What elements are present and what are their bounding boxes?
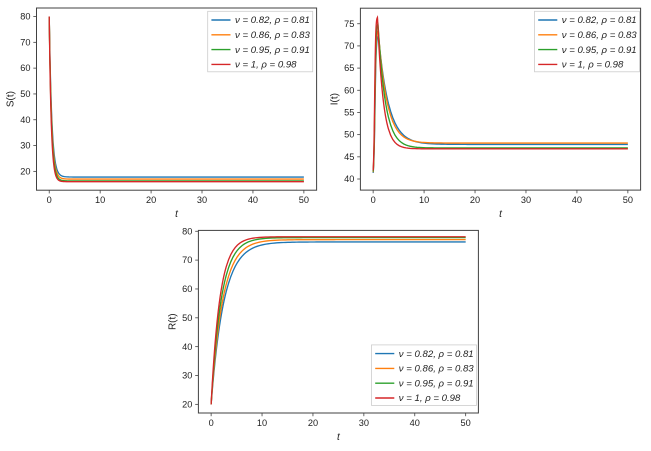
svg-text:60: 60: [20, 63, 30, 73]
svg-text:0: 0: [47, 195, 52, 205]
svg-text:30: 30: [182, 371, 192, 381]
svg-text:75: 75: [344, 19, 354, 29]
svg-text:20: 20: [308, 418, 318, 428]
svg-text:50: 50: [299, 195, 309, 205]
svg-text:55: 55: [344, 108, 354, 118]
svg-text:40: 40: [182, 342, 192, 352]
svg-text:10: 10: [419, 195, 429, 205]
svg-text:ν = 0.95, ρ = 0.91: ν = 0.95, ρ = 0.91: [562, 45, 637, 56]
svg-text:0: 0: [209, 418, 214, 428]
svg-text:ν = 1, ρ = 0.98: ν = 1, ρ = 0.98: [235, 60, 297, 71]
svg-text:20: 20: [182, 399, 192, 409]
svg-text:20: 20: [470, 195, 480, 205]
svg-text:30: 30: [521, 195, 531, 205]
svg-text:30: 30: [197, 195, 207, 205]
svg-text:65: 65: [344, 63, 354, 73]
svg-text:30: 30: [20, 141, 30, 151]
svg-text:ν = 0.95, ρ = 0.91: ν = 0.95, ρ = 0.91: [399, 378, 474, 389]
svg-text:ν = 0.86, ρ = 0.83: ν = 0.86, ρ = 0.83: [562, 30, 637, 41]
svg-text:50: 50: [344, 130, 354, 140]
svg-text:20: 20: [20, 166, 30, 176]
svg-text:80: 80: [20, 12, 30, 22]
svg-text:40: 40: [410, 418, 420, 428]
svg-text:ν = 0.82, ρ = 0.81: ν = 0.82, ρ = 0.81: [235, 15, 310, 26]
svg-text:40: 40: [344, 174, 354, 184]
svg-text:70: 70: [344, 41, 354, 51]
svg-text:20: 20: [146, 195, 156, 205]
svg-text:I(t): I(t): [329, 93, 340, 105]
svg-text:50: 50: [461, 418, 471, 428]
svg-text:ν = 0.95, ρ = 0.91: ν = 0.95, ρ = 0.91: [235, 45, 310, 56]
svg-text:ν = 0.86, ρ = 0.83: ν = 0.86, ρ = 0.83: [399, 364, 474, 375]
svg-text:ν = 0.82, ρ = 0.81: ν = 0.82, ρ = 0.81: [399, 349, 474, 360]
svg-text:ν = 1, ρ = 0.98: ν = 1, ρ = 0.98: [562, 60, 624, 71]
svg-text:ν = 1, ρ = 0.98: ν = 1, ρ = 0.98: [399, 393, 461, 404]
svg-text:30: 30: [359, 418, 369, 428]
svg-text:10: 10: [257, 418, 267, 428]
svg-text:60: 60: [182, 284, 192, 294]
svg-text:10: 10: [95, 195, 105, 205]
svg-text:70: 70: [182, 255, 192, 265]
svg-text:50: 50: [623, 195, 633, 205]
svg-text:ν = 0.82, ρ = 0.81: ν = 0.82, ρ = 0.81: [562, 15, 637, 26]
svg-text:40: 40: [248, 195, 258, 205]
svg-text:45: 45: [344, 152, 354, 162]
svg-text:70: 70: [20, 37, 30, 47]
svg-text:0: 0: [371, 195, 376, 205]
svg-text:60: 60: [344, 85, 354, 95]
svg-text:80: 80: [182, 226, 192, 236]
svg-text:50: 50: [182, 313, 192, 323]
svg-text:ν = 0.86, ρ = 0.83: ν = 0.86, ρ = 0.83: [235, 30, 310, 41]
svg-text:R(t): R(t): [167, 313, 178, 330]
svg-text:50: 50: [20, 89, 30, 99]
svg-text:S(t): S(t): [6, 91, 17, 107]
svg-text:40: 40: [572, 195, 582, 205]
svg-text:40: 40: [20, 115, 30, 125]
